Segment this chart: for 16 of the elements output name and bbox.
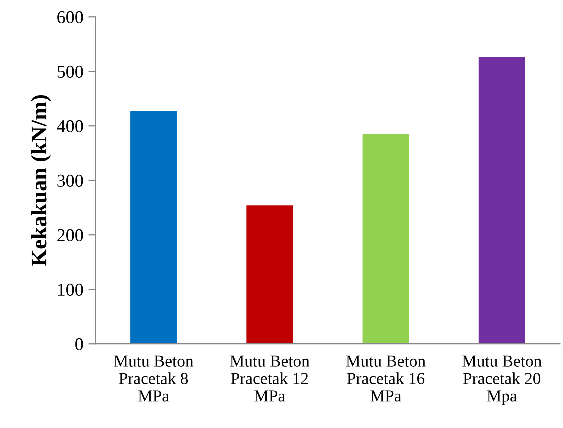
y-tick-label: 0 <box>76 338 84 351</box>
y-axis-title: Kekakuan (kN/m) <box>31 95 52 266</box>
x-tick-label: Mutu Beton Pracetak 20 Mpa <box>462 356 542 406</box>
bar <box>246 206 294 344</box>
y-tick-label: 400 <box>57 120 84 133</box>
y-tick-label: 200 <box>58 229 84 242</box>
x-tick-label: Mutu Beton Pracetak 8 MPa <box>114 356 194 402</box>
x-tick-label: Mutu Beton Pracetak 16 MPa <box>346 356 426 402</box>
y-tick-label: 500 <box>58 66 84 78</box>
bar <box>478 57 526 344</box>
bar <box>130 111 177 344</box>
y-tick-label: 300 <box>58 174 84 188</box>
x-tick-label: Mutu Beton Pracetak 12 MPa <box>230 356 310 402</box>
bar <box>362 134 410 344</box>
y-tick-label: 100 <box>58 284 84 296</box>
y-tick-label: 600 <box>58 11 84 24</box>
